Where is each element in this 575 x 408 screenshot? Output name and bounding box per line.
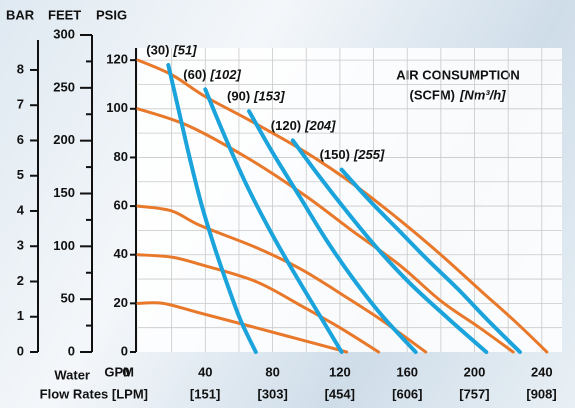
curve-label: (120) — [271, 118, 301, 133]
feet-tick-label: 250 — [53, 79, 75, 94]
curve-label: (150) — [320, 147, 350, 162]
air-consumption-curve — [247, 109, 418, 354]
bar-tick-label: 3 — [17, 238, 24, 253]
x-tick-label: 40 — [198, 364, 212, 379]
psig-axis-title: PSIG — [96, 7, 127, 22]
x-tick-label: 80 — [265, 364, 279, 379]
x-axis-title: GPM — [104, 364, 134, 379]
feet-tick-label: 50 — [61, 291, 75, 306]
feet-tick-label: 0 — [68, 343, 75, 358]
curve-label: (90) — [227, 89, 250, 104]
x-tick-label: 240 — [531, 364, 553, 379]
air-consumption-curve — [339, 167, 522, 354]
x-tick-label: 0 — [122, 364, 129, 379]
pressure-curve — [136, 107, 515, 354]
bar-tick-label: 5 — [17, 167, 24, 182]
x-tick-label: 200 — [464, 364, 486, 379]
subtitle-metric: [Nm³/h] — [459, 87, 506, 102]
x2-tick-label: [454] — [325, 386, 355, 401]
curve-label-metric: [204] — [304, 118, 336, 133]
curve-label: (30) — [146, 42, 169, 57]
bar-tick-label: 2 — [17, 273, 24, 288]
feet-tick-label: 150 — [53, 185, 75, 200]
y-tick-label: 120 — [106, 52, 128, 67]
x2-tick-label: [151] — [190, 386, 220, 401]
x-tick-label: 160 — [396, 364, 418, 379]
air-consumption-curve — [203, 87, 344, 354]
bar-tick-label: 0 — [17, 343, 24, 358]
subtitle: (SCFM) — [410, 87, 456, 102]
x-tick-label: 120 — [329, 364, 351, 379]
air-consumption-curve — [166, 63, 258, 354]
x-axis-title-lpm: Flow Rates [LPM] — [40, 386, 148, 401]
bar-tick-label: 4 — [17, 202, 25, 217]
pressure-curve — [136, 204, 428, 354]
chart-title: AIR CONSUMPTION — [396, 67, 520, 82]
y-tick-label: 100 — [106, 100, 128, 115]
air-consumption-curve — [290, 138, 489, 354]
pressure-curve — [136, 253, 381, 354]
x-axis-title-water: Water — [54, 367, 90, 382]
curve-label-metric: [255] — [353, 147, 385, 162]
y-tick-label: 40 — [114, 246, 128, 261]
curve-label-metric: [102] — [209, 67, 241, 82]
y-tick-label: 20 — [114, 295, 128, 310]
y-tick-label: 0 — [121, 343, 128, 358]
curve-label: (60) — [183, 67, 206, 82]
x2-tick-label: [303] — [257, 386, 287, 401]
feet-tick-label: 200 — [53, 132, 75, 147]
bar-tick-label: 1 — [17, 308, 24, 323]
feet-tick-label: 300 — [53, 26, 75, 41]
x2-tick-label: [908] — [526, 386, 556, 401]
feet-axis-title: FEET — [48, 7, 81, 22]
curve-label-metric: [153] — [253, 89, 285, 104]
feet-tick-label: 100 — [53, 238, 75, 253]
y-tick-label: 60 — [114, 198, 128, 213]
y-tick-label: 80 — [114, 149, 128, 164]
bar-tick-label: 8 — [17, 61, 24, 76]
x2-tick-label: [606] — [392, 386, 422, 401]
x2-tick-label: [757] — [459, 386, 489, 401]
bar-tick-label: 7 — [17, 97, 24, 112]
bar-axis-title: BAR — [6, 7, 35, 22]
curve-label-metric: [51] — [172, 42, 197, 57]
pressure-curve — [136, 301, 349, 354]
bar-tick-label: 6 — [17, 132, 24, 147]
